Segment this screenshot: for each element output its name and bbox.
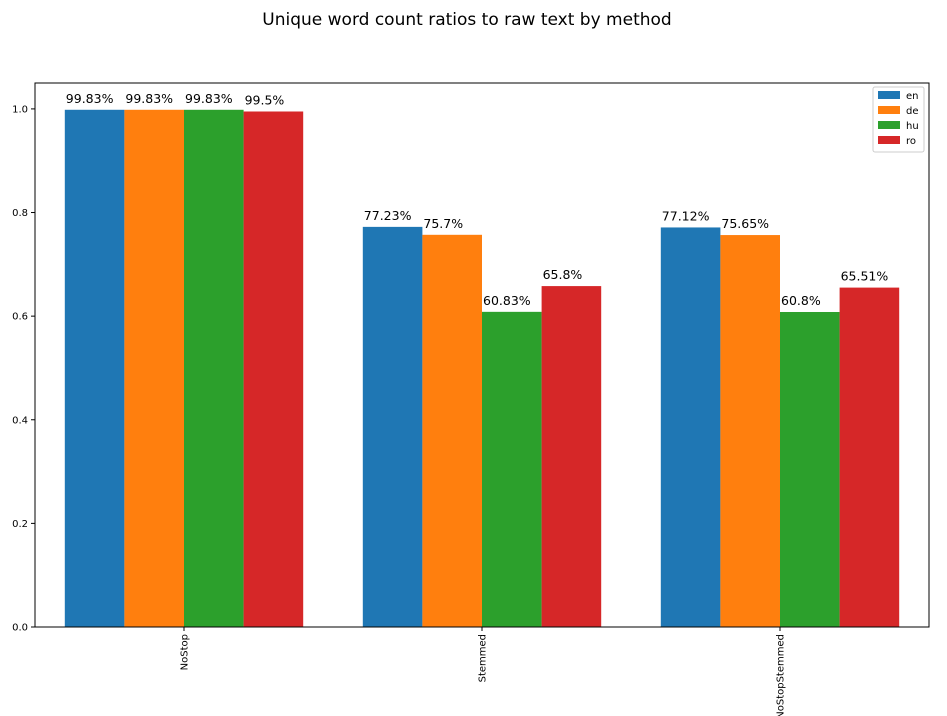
bar-ro-Stemmed (541, 286, 602, 627)
value-label-de-NoStop: 99.83% (125, 91, 173, 106)
value-label-ro-NoStopStemmed: 65.51% (841, 269, 889, 284)
bar-en-Stemmed (362, 226, 423, 627)
legend-box (872, 86, 925, 153)
value-label-ro-Stemmed: 65.8% (543, 267, 583, 282)
bar-de-NoStop (124, 109, 184, 627)
value-label-hu-NoStop: 99.83% (185, 91, 233, 106)
bar-hu-Stemmed (482, 311, 542, 627)
value-label-de-Stemmed: 75.7% (423, 216, 463, 231)
x-tick-label-NoStopStemmed: NoStopStemmed (776, 634, 787, 716)
bar-de-Stemmed (422, 234, 482, 627)
value-label-ro-NoStop: 99.5% (245, 92, 285, 107)
legend-label-hu: hu (906, 121, 919, 132)
value-label-hu-NoStopStemmed: 60.8% (781, 293, 821, 308)
y-tick-label: 0.2 (12, 519, 28, 530)
value-label-en-NoStop: 99.83% (66, 91, 114, 106)
legend-swatch-ro (878, 136, 900, 144)
x-tick-label-Stemmed: Stemmed (478, 634, 489, 682)
value-label-en-Stemmed: 77.23% (364, 208, 412, 223)
y-tick-label: 0.0 (12, 623, 28, 634)
legend-label-en: en (906, 91, 919, 102)
bar-de-NoStopStemmed (720, 235, 780, 627)
y-tick-label: 0.6 (12, 312, 28, 323)
bar-hu-NoStopStemmed (780, 311, 840, 627)
value-label-en-NoStopStemmed: 77.12% (662, 208, 710, 223)
y-tick-label: 0.4 (12, 415, 28, 426)
y-tick-label: 0.8 (12, 208, 28, 219)
legend: en de hu ro (872, 86, 925, 153)
bar-en-NoStopStemmed (660, 227, 721, 627)
bar-ro-NoStopStemmed (839, 287, 900, 627)
legend-swatch-en (878, 91, 900, 99)
legend-label-de: de (906, 106, 919, 117)
value-label-de-NoStopStemmed: 75.65% (721, 216, 769, 231)
bar-ro-NoStop (243, 111, 304, 627)
x-tick-label-NoStop: NoStop (180, 634, 191, 670)
chart-title: Unique word count ratios to raw text by … (262, 10, 671, 30)
legend-swatch-de (878, 106, 900, 114)
value-labels-layer: 99.83% 77.23% 77.12% 99.83% 75.7% 75.65% 99.83… (66, 91, 889, 308)
bars-layer (64, 109, 900, 627)
legend-label-ro: ro (906, 136, 916, 147)
legend-swatch-hu (878, 121, 900, 129)
bar-en-NoStop (64, 109, 125, 627)
y-tick-label: 1.0 (12, 104, 28, 115)
bar-hu-NoStop (184, 109, 244, 627)
value-label-hu-Stemmed: 60.83% (483, 293, 531, 308)
